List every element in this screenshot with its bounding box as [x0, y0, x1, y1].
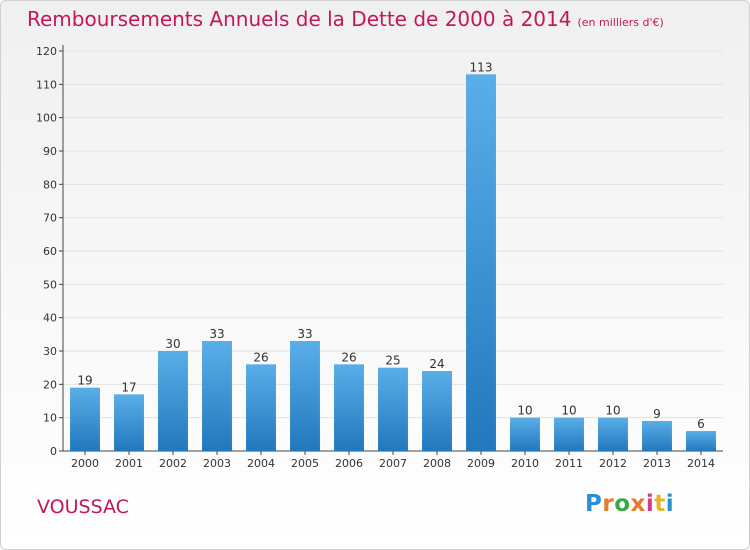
bar: [642, 421, 672, 451]
x-tick-label: 2011: [555, 457, 583, 470]
y-tick-label: 80: [43, 178, 57, 191]
logo-letter: i: [665, 491, 675, 517]
data-label: 24: [429, 357, 444, 371]
y-tick-label: 60: [43, 245, 57, 258]
chart-unit-label: (en milliers d'€): [577, 16, 664, 29]
data-label: 26: [253, 350, 268, 364]
bar: [510, 417, 540, 451]
x-tick-label: 2010: [511, 457, 539, 470]
bar: [246, 364, 276, 451]
data-label: 9: [653, 407, 661, 421]
bar: [70, 387, 100, 451]
logo-letter: o: [614, 491, 631, 517]
data-label: 33: [209, 327, 224, 341]
x-tick-label: 2014: [687, 457, 715, 470]
data-label: 26: [341, 350, 356, 364]
bar: [466, 74, 496, 451]
y-tick-label: 0: [50, 445, 57, 458]
data-label: 10: [561, 404, 576, 418]
data-label: 6: [697, 417, 705, 431]
data-labels: 19 17 30 33 26 33 26 25 24 113 10 10 10 9 6: [77, 60, 704, 431]
x-tick-label: 2002: [159, 457, 187, 470]
x-tick-label: 2012: [599, 457, 627, 470]
y-tick-label: 50: [43, 278, 57, 291]
bar: [422, 371, 452, 451]
chart-title-text: Remboursements Annuels de la Dette de 20…: [27, 7, 572, 31]
x-tick-label: 2009: [467, 457, 495, 470]
y-tick-label: 70: [43, 212, 57, 225]
logo-letter: t: [654, 491, 666, 517]
bar: [334, 364, 364, 451]
chart-title: Remboursements Annuels de la Dette de 20…: [27, 7, 664, 31]
axes: 0 10 20 30 40 50 60 70 80 90 100 110 120 2000 2001 2002…: [36, 45, 723, 470]
data-label: 17: [121, 380, 136, 394]
bar: [158, 351, 188, 451]
data-label: 33: [297, 327, 312, 341]
y-tick-label: 90: [43, 145, 57, 158]
data-label: 19: [77, 374, 92, 388]
logo-letter: i: [645, 491, 655, 517]
x-tick-label: 2013: [643, 457, 671, 470]
x-tick-label: 2007: [379, 457, 407, 470]
y-tick-label: 30: [43, 345, 57, 358]
commune-name: VOUSSAC: [37, 496, 129, 518]
x-tick-label: 2004: [247, 457, 275, 470]
bar: [598, 417, 628, 451]
data-label: 25: [385, 354, 400, 368]
data-label: 30: [165, 337, 180, 351]
data-label: 10: [517, 404, 532, 418]
y-tick-label: 40: [43, 312, 57, 325]
data-label: 10: [605, 404, 620, 418]
bar: [202, 341, 232, 451]
logo-letter: r: [602, 491, 615, 517]
proxiti-logo: Proxiti: [585, 491, 674, 517]
logo-letter: x: [630, 491, 646, 517]
bar: [686, 431, 716, 451]
x-tick-label: 2001: [115, 457, 143, 470]
bar: [290, 341, 320, 451]
y-tick-label: 20: [43, 378, 57, 391]
y-tick-label: 110: [36, 78, 57, 91]
bar: [378, 367, 408, 451]
bars: [70, 74, 716, 451]
y-tick-label: 120: [36, 45, 57, 58]
y-tick-label: 10: [43, 412, 57, 425]
x-tick-label: 2003: [203, 457, 231, 470]
logo-letter: P: [585, 491, 603, 517]
data-label: 113: [470, 60, 493, 74]
y-tick-label: 100: [36, 112, 57, 125]
bar: [554, 417, 584, 451]
x-tick-label: 2008: [423, 457, 451, 470]
x-tick-label: 2006: [335, 457, 363, 470]
x-tick-label: 2005: [291, 457, 319, 470]
bar: [114, 394, 144, 451]
x-tick-label: 2000: [71, 457, 99, 470]
